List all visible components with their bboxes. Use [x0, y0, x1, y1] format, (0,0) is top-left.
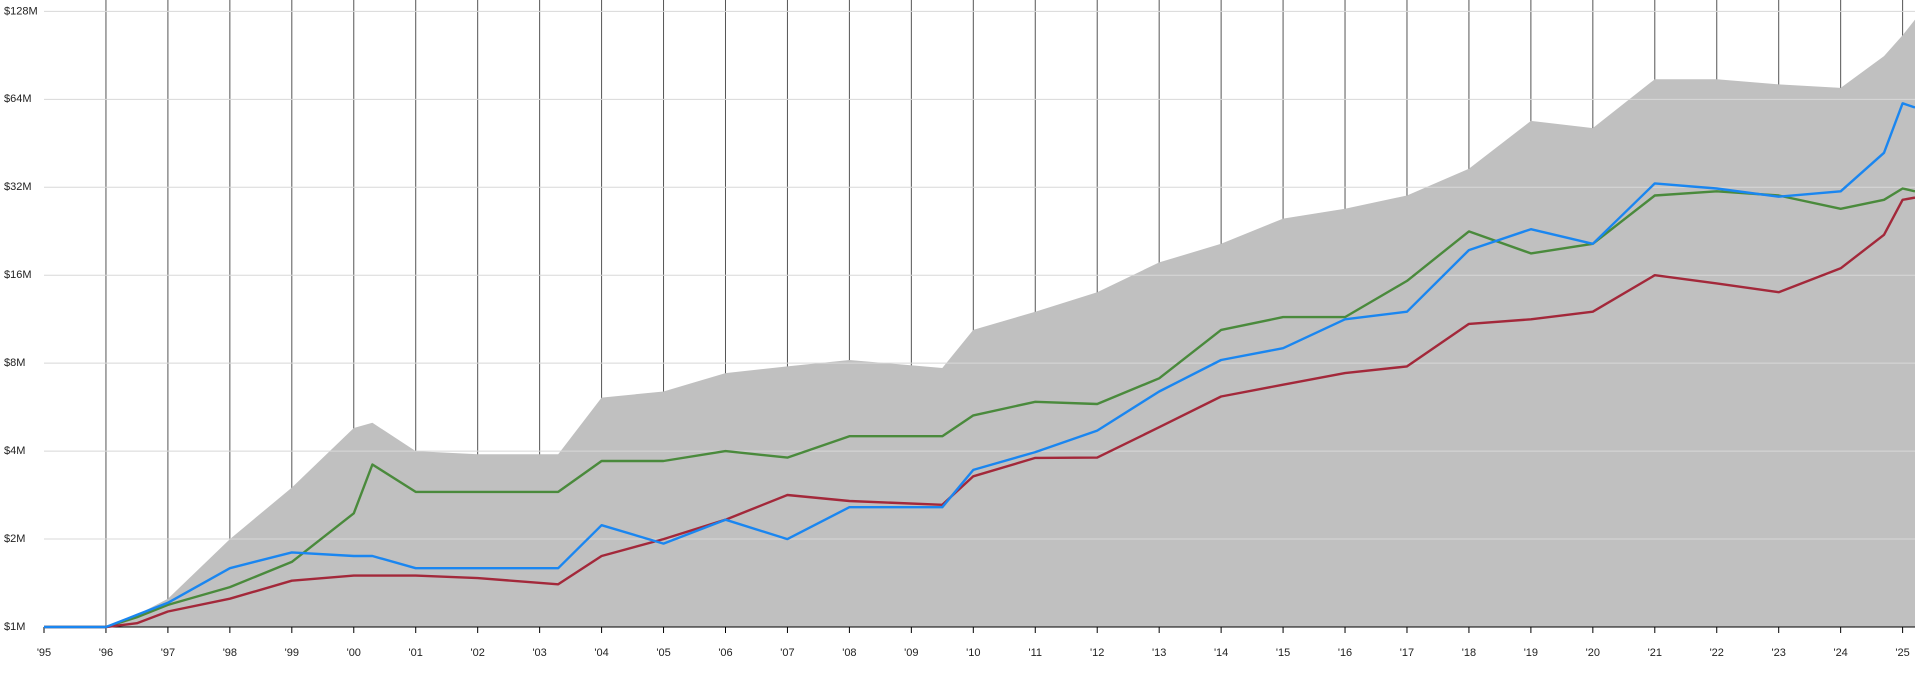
- x-tick-label: '10: [966, 647, 980, 659]
- line: [44, 187, 1915, 629]
- x-tick-label: '14: [1214, 647, 1228, 659]
- x-tick-label: '19: [1524, 647, 1538, 659]
- x-tick-label: '08: [842, 647, 856, 659]
- x-tick-label: '13: [1152, 647, 1166, 659]
- x-tick-label: '17: [1400, 647, 1414, 659]
- x-tick-label: '99: [285, 647, 299, 659]
- x-tick-label: '96: [99, 647, 113, 659]
- y-tick-label: $16M: [4, 269, 32, 281]
- y-tick-label: $64M: [4, 93, 32, 105]
- line: [44, 102, 1915, 629]
- y-tick-label: $4M: [4, 445, 25, 457]
- x-tick-label: '00: [347, 647, 361, 659]
- x-tick-label: '02: [471, 647, 485, 659]
- y-tick-label: $1M: [4, 621, 25, 633]
- x-tick-label: '03: [532, 647, 546, 659]
- x-tick-label: '11: [1028, 647, 1042, 659]
- x-tick-label: '06: [718, 647, 732, 659]
- y-tick-label: $128M: [4, 5, 38, 17]
- y-tick-label: $8M: [4, 357, 25, 369]
- x-tick-label: '04: [594, 647, 608, 659]
- x-tick-label: '20: [1586, 647, 1600, 659]
- line: [44, 196, 1915, 629]
- x-tick-label: '05: [656, 647, 670, 659]
- x-tick-label: '16: [1338, 647, 1352, 659]
- area: [44, 19, 1915, 628]
- x-tick-label: '23: [1772, 647, 1786, 659]
- x-tick-label: '15: [1276, 647, 1290, 659]
- x-tick-label: '21: [1648, 647, 1662, 659]
- x-tick-label: '25: [1895, 647, 1909, 659]
- x-tick-label: '97: [161, 647, 175, 659]
- x-tick-label: '98: [223, 647, 237, 659]
- x-tick-label: '07: [780, 647, 794, 659]
- x-tick-label: '01: [409, 647, 423, 659]
- y-tick-label: $32M: [4, 181, 32, 193]
- x-tick-label: '24: [1833, 647, 1847, 659]
- x-tick-label: '22: [1710, 647, 1724, 659]
- x-tick-label: '18: [1462, 647, 1476, 659]
- y-tick-label: $2M: [4, 533, 25, 545]
- x-tick-label: '09: [904, 647, 918, 659]
- x-tick-label: '95: [37, 647, 51, 659]
- x-tick-label: '12: [1090, 647, 1104, 659]
